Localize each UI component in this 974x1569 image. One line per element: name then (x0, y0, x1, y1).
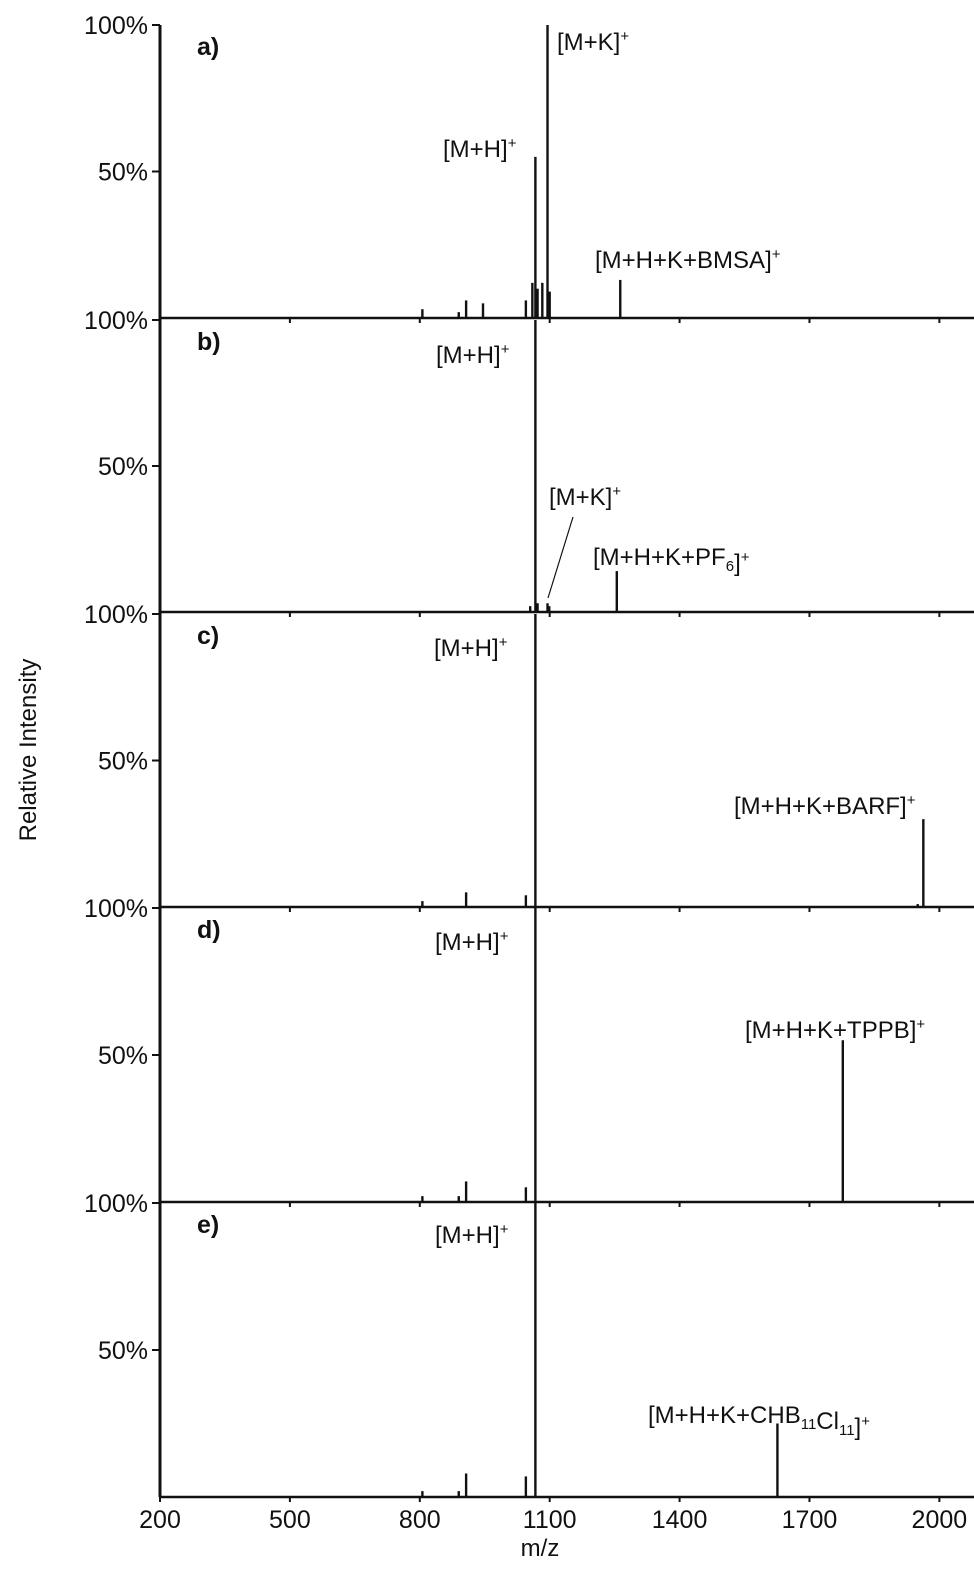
x-tick-label: 1100 (523, 1506, 577, 1534)
y-tick-label-100: 100% (84, 1190, 148, 1218)
x-tick-label: 1400 (652, 1506, 708, 1534)
panel-label: b) (197, 328, 221, 356)
peak-label: [M+H+K+TPPB]+ (745, 1016, 925, 1044)
y-tick-label-100: 100% (84, 895, 148, 923)
y-tick-label-100: 100% (84, 12, 148, 40)
peak-label: [M+H+K+BARF]+ (734, 792, 916, 820)
peak-label: [M+H]+ (435, 928, 509, 956)
peak-label: [M+H]+ (436, 341, 510, 369)
peak-label: [M+H+K+PF6]+ (593, 544, 750, 577)
peak-label: [M+H+K+BMSA]+ (595, 246, 781, 274)
peak-label: [M+H]+ (434, 634, 508, 662)
y-tick-label-50: 50% (98, 1337, 148, 1365)
peak-label: [M+H+K+CHB11Cl11]+ (648, 1402, 870, 1441)
peak-label: [M+H]+ (443, 135, 517, 163)
panel-label: c) (197, 622, 219, 650)
y-tick-label-50: 50% (98, 748, 148, 776)
y-tick-label-100: 100% (84, 601, 148, 629)
y-tick-label-50: 50% (98, 1042, 148, 1070)
x-tick-label: 800 (399, 1506, 441, 1534)
y-tick-label-50: 50% (98, 453, 148, 481)
x-tick-label: 500 (269, 1506, 311, 1534)
annotation-leader-line (547, 516, 574, 599)
x-tick-label: 1700 (782, 1506, 838, 1534)
peak-label: [M+H]+ (435, 1221, 509, 1249)
peak-label: [M+K]+ (557, 28, 629, 56)
y-axis-title: Relative Intensity (15, 659, 42, 842)
x-tick-label: 2000 (912, 1506, 968, 1534)
panel-label: e) (197, 1211, 219, 1239)
x-tick-label: 200 (139, 1506, 181, 1534)
panel-label: a) (197, 33, 219, 61)
panel-label: d) (197, 916, 221, 944)
peak-label: [M+K]+ (549, 483, 621, 511)
y-tick-label-100: 100% (84, 307, 148, 335)
y-tick-label-50: 50% (98, 159, 148, 187)
x-axis-title: m/z (521, 1535, 560, 1562)
